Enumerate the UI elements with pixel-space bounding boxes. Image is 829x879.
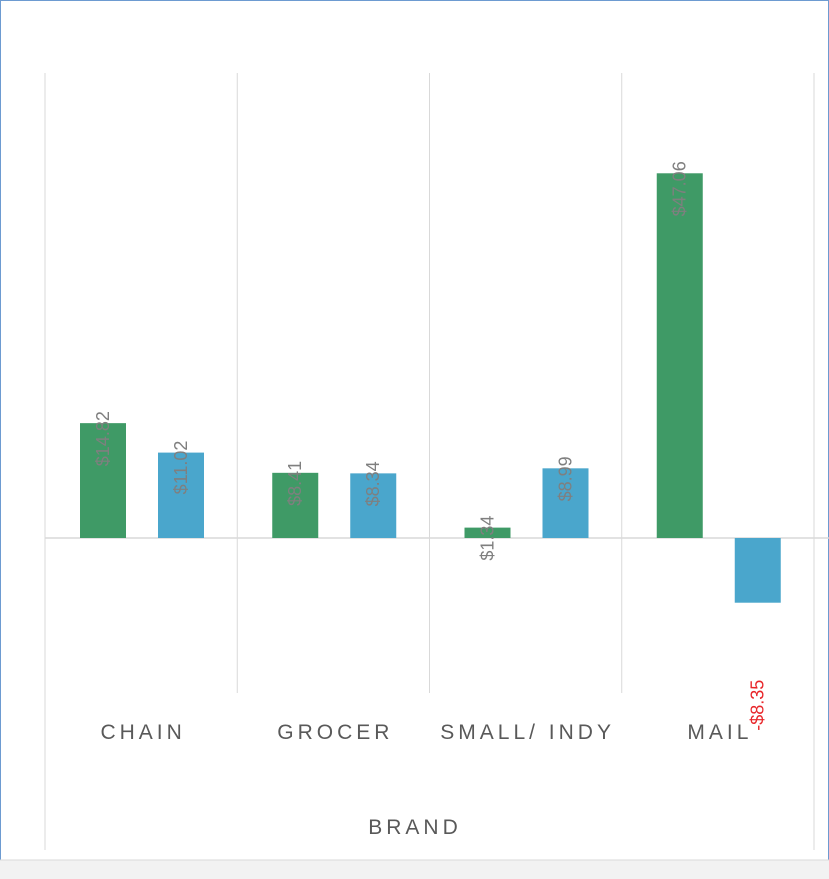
x-tick-label: GROCER [277,721,394,744]
bar [734,538,781,603]
bar [158,452,204,538]
footer-strip [0,860,829,879]
x-tick-label: SMALL/ INDY [440,721,615,744]
data-label: $14.82 [93,411,113,466]
data-label: $8.41 [285,461,305,506]
bar [542,468,589,538]
data-label: $8.99 [556,456,576,501]
bar [80,423,126,538]
bar [350,473,397,538]
data-label: $47.06 [670,161,690,216]
data-label: $1.34 [478,516,498,561]
x-axis-title: BRAND [368,816,462,839]
bar [656,173,703,538]
bar [272,472,319,538]
x-tick-label: MAIL [687,721,753,744]
data-label: $8.34 [363,461,383,506]
bar [464,527,511,538]
x-tick-label: CHAIN [100,721,186,744]
data-label: -$8.35 [748,680,768,731]
data-label: $11.02 [171,441,191,495]
